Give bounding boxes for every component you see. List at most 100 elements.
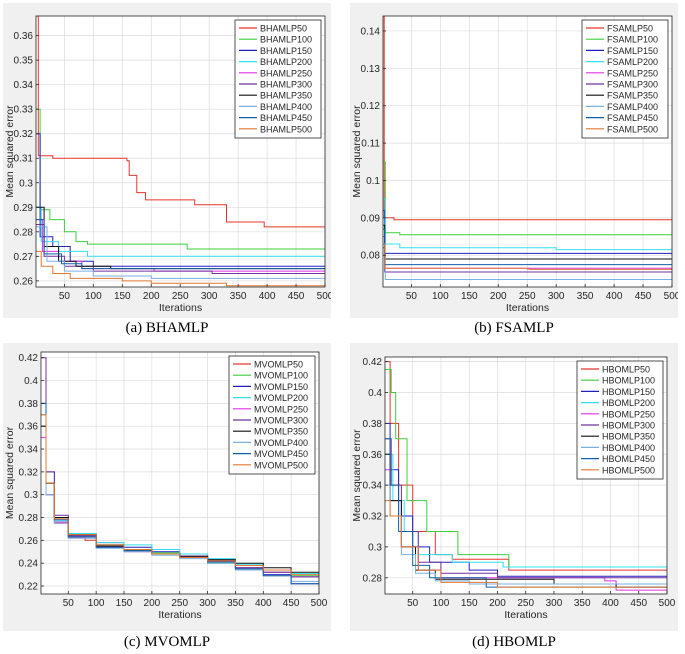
x-tick-label: 150 <box>461 291 478 302</box>
legend-label-mvomlp300: MVOMLP300 <box>254 416 308 426</box>
legend-label-mvomlp350: MVOMLP350 <box>254 427 308 437</box>
legend-label-hbomlp50: HBOMLP50 <box>602 365 650 375</box>
x-tick-label: 300 <box>548 291 565 302</box>
series-line-mvomlp500 <box>41 414 319 577</box>
y-tick-label: 0.13 <box>361 64 381 75</box>
x-tick-label: 150 <box>116 598 133 609</box>
series-line-bhamlp250 <box>36 219 325 272</box>
x-tick-label: 450 <box>288 291 305 302</box>
y-tick-label: 0.36 <box>363 450 383 461</box>
x-tick-label: 100 <box>85 291 102 302</box>
legend-label-bhamlp400: BHAMLP400 <box>260 102 312 112</box>
y-tick-label: 0.34 <box>363 481 383 492</box>
y-tick-label: 0.3 <box>368 542 382 553</box>
series-line-fsamlp300 <box>383 247 672 273</box>
x-tick-label: 400 <box>606 291 623 302</box>
y-tick-label: 0.26 <box>14 276 34 287</box>
legend-label-fsamlp150: FSAMLP150 <box>607 46 658 56</box>
y-tick-label: 0.42 <box>19 353 39 364</box>
x-tick-label: 50 <box>407 598 419 609</box>
caption-hbomlp: (d) HBOMLP <box>472 634 556 650</box>
x-axis-label: Iterations <box>504 609 547 621</box>
y-tick-label: 0.38 <box>363 419 383 430</box>
legend-label-hbomlp300: HBOMLP300 <box>602 421 655 431</box>
legend-label-mvomlp200: MVOMLP200 <box>254 393 308 403</box>
legend-label-mvomlp50: MVOMLP50 <box>254 360 303 370</box>
x-axis-label: Iterations <box>506 302 549 314</box>
x-tick-label: 300 <box>546 598 563 609</box>
x-tick-label: 450 <box>635 291 652 302</box>
panel-mvomlp: 50 100 150 200 250 300 350 400 450 500 0.22 0.24 0.2… <box>3 343 331 631</box>
x-tick-label: 50 <box>63 598 75 609</box>
y-tick-label: 0.26 <box>19 536 39 547</box>
x-tick-label: 100 <box>433 598 450 609</box>
panel-hbomlp: 50 100 150 200 250 300 350 400 450 500 0.28 0.3 0.32… <box>350 343 678 631</box>
caption-bhamlp: (a) BHAMLP <box>125 320 209 336</box>
y-tick-label: 0.22 <box>19 582 39 593</box>
y-tick-label: 0.3 <box>19 178 33 189</box>
series-line-bhamlp50 <box>36 16 325 228</box>
legend-label-fsamlp400: FSAMLP400 <box>607 102 658 112</box>
y-tick-label: 0.33 <box>14 105 34 116</box>
y-tick-label: 0.27 <box>14 252 34 263</box>
series-line-hbomlp100 <box>385 368 667 569</box>
x-tick-label: 250 <box>519 291 536 302</box>
legend-label-mvomlp450: MVOMLP450 <box>254 449 308 459</box>
y-tick-label: 0.24 <box>19 559 39 570</box>
x-tick-label: 250 <box>171 598 188 609</box>
chart-hbomlp: 50 100 150 200 250 300 350 400 450 500 0.28 0.3 0.32… <box>351 356 676 621</box>
x-tick-label: 250 <box>517 598 534 609</box>
legend-label-hbomlp450: HBOMLP450 <box>602 454 655 464</box>
y-tick-label: 0.11 <box>361 139 380 150</box>
x-tick-label: 200 <box>489 598 506 609</box>
y-tick-label: 0.1 <box>366 176 380 187</box>
series-line-hbomlp450 <box>385 438 667 588</box>
x-tick-label: 300 <box>201 291 218 302</box>
series-line-fsamlp100 <box>383 161 672 237</box>
chart-bhamlp: 50 100 150 200 250 300 350 400 450 500 0.26 0.27 0.2… <box>4 15 331 314</box>
x-tick-label: 150 <box>461 598 478 609</box>
panel-fsamlp: 50 100 150 200 250 300 350 400 450 500 0.08 0.09 0.1… <box>350 3 678 318</box>
x-tick-label: 350 <box>227 598 244 609</box>
x-tick-label: 200 <box>143 291 160 302</box>
y-tick-label: 0.12 <box>361 101 381 112</box>
x-tick-label: 350 <box>574 598 591 609</box>
y-tick-label: 0.32 <box>19 467 39 478</box>
y-tick-label: 0.35 <box>14 56 34 67</box>
x-tick-label: 300 <box>199 598 216 609</box>
x-tick-label: 500 <box>311 598 328 609</box>
legend-label-mvomlp250: MVOMLP250 <box>254 404 308 414</box>
x-tick-label: 500 <box>659 598 676 609</box>
x-tick-label: 400 <box>259 291 276 302</box>
legend-label-bhamlp250: BHAMLP250 <box>260 68 312 78</box>
legend-label-bhamlp200: BHAMLP200 <box>260 57 312 67</box>
legend-label-bhamlp50: BHAMLP50 <box>260 24 307 34</box>
x-tick-label: 500 <box>317 291 331 302</box>
x-tick-label: 50 <box>406 291 418 302</box>
y-tick-label: 0.42 <box>363 357 383 368</box>
series-line-bhamlp500 <box>36 250 325 287</box>
legend-label-bhamlp100: BHAMLP100 <box>260 35 312 45</box>
y-tick-label: 0.34 <box>14 80 34 91</box>
x-tick-label: 250 <box>172 291 189 302</box>
legend-label-fsamlp50: FSAMLP50 <box>607 24 653 34</box>
x-tick-label: 400 <box>602 598 619 609</box>
x-tick-label: 500 <box>664 291 678 302</box>
y-tick-label: 0.14 <box>361 26 381 37</box>
legend-label-bhamlp350: BHAMLP350 <box>260 91 312 101</box>
legend-label-fsamlp250: FSAMLP250 <box>607 68 658 78</box>
legend-label-mvomlp500: MVOMLP500 <box>254 460 308 470</box>
legend-label-mvomlp100: MVOMLP100 <box>254 371 308 381</box>
y-tick-label: 0.4 <box>368 388 382 399</box>
series-line-bhamlp400 <box>36 226 325 279</box>
caption-fsamlp: (b) FSAMLP <box>474 320 554 336</box>
legend-label-fsamlp200: FSAMLP200 <box>607 57 658 67</box>
legend-label-mvomlp400: MVOMLP400 <box>254 438 308 448</box>
x-tick-label: 450 <box>630 598 647 609</box>
y-tick-label: 0.38 <box>19 399 39 410</box>
y-axis-label: Mean squared error <box>351 105 363 198</box>
y-tick-label: 0.09 <box>361 213 381 224</box>
legend-label-fsamlp300: FSAMLP300 <box>607 80 658 90</box>
y-tick-label: 0.34 <box>19 445 39 456</box>
series-line-bhamlp100 <box>36 108 325 250</box>
